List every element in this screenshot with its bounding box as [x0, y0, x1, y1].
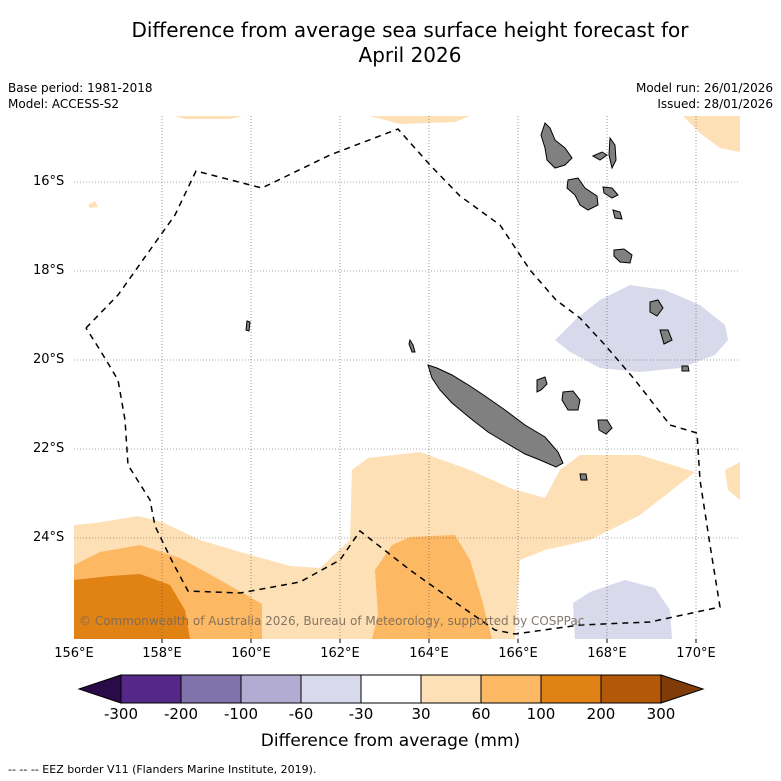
anomaly-region-neg30-60	[555, 285, 728, 372]
eez-footnote: -- -- -- EEZ border V11 (Flanders Marine…	[8, 763, 317, 776]
meta-right: Model run: 26/01/2026 Issued: 28/01/2026	[636, 80, 773, 112]
colorbar-bin	[540, 674, 602, 704]
lat-label: 24°S	[33, 530, 65, 545]
new-caledonia-island	[427, 364, 564, 468]
anomaly-region-30-60	[370, 116, 470, 124]
vanuatu-island	[566, 177, 599, 211]
vanuatu-island	[540, 122, 573, 169]
anomaly-region-neg30-60	[573, 580, 672, 639]
colorbar-bin	[300, 674, 362, 704]
anomaly-region-30-60	[725, 462, 740, 500]
issued-date: Issued: 28/01/2026	[657, 97, 773, 111]
lon-label: 156°E	[54, 646, 94, 661]
lon-label: 166°E	[498, 646, 538, 661]
colorbar-tick: -100	[223, 705, 259, 723]
island	[659, 329, 673, 345]
colorbar-extend-high	[660, 674, 705, 704]
model-name: Model: ACCESS-S2	[8, 97, 120, 111]
island	[245, 320, 251, 332]
anomaly-region-30-60	[683, 116, 740, 152]
title-line-2: April 2026	[358, 43, 462, 67]
lat-label: 22°S	[33, 441, 65, 456]
island	[649, 299, 664, 317]
loyalty-island	[561, 390, 581, 411]
colorbar-bin	[480, 674, 542, 704]
loyalty-island	[536, 376, 548, 393]
colorbar-bin	[360, 674, 422, 704]
colorbar-bin	[600, 674, 662, 704]
loyalty-island	[597, 419, 613, 435]
meta-left: Base period: 1981-2018 Model: ACCESS-S2	[8, 80, 153, 112]
title-line-1: Difference from average sea surface heig…	[131, 18, 689, 42]
vanuatu-island	[602, 186, 619, 199]
lon-label: 168°E	[587, 646, 627, 661]
colorbar-tick: 100	[526, 705, 556, 723]
colorbar-tick: 300	[646, 705, 676, 723]
island	[579, 473, 588, 481]
anomaly-region-30-60	[175, 116, 242, 119]
lon-label: 162°E	[320, 646, 360, 661]
vanuatu-island	[612, 209, 623, 220]
lat-label: 20°S	[33, 352, 65, 367]
lat-label: 16°S	[33, 174, 65, 189]
vanuatu-island	[608, 136, 617, 170]
lon-label: 158°E	[142, 646, 182, 661]
lon-label: 170°E	[676, 646, 716, 661]
chart-title: Difference from average sea surface heig…	[60, 18, 760, 68]
colorbar-tick: 30	[411, 705, 431, 723]
colorbar	[77, 674, 705, 704]
colorbar-tick: -200	[163, 705, 199, 723]
colorbar-bin	[240, 674, 302, 704]
anomaly-region-100-200	[74, 574, 190, 639]
anomaly-field	[74, 116, 740, 639]
lat-label: 18°S	[33, 263, 65, 278]
vanuatu-island	[613, 248, 633, 264]
vanuatu-island	[591, 151, 608, 161]
model-run: Model run: 26/01/2026	[635, 81, 773, 95]
graticule	[74, 116, 740, 639]
colorbar-tick: 200	[586, 705, 616, 723]
copyright-notice: © Commonwealth of Australia 2026, Bureau…	[79, 614, 585, 628]
lon-label: 164°E	[409, 646, 449, 661]
colorbar-tick: -60	[288, 705, 314, 723]
base-period: Base period: 1981-2018	[8, 81, 153, 95]
colorbar-tick: 60	[471, 705, 491, 723]
colorbar-bin	[420, 674, 482, 704]
colorbar-bin	[120, 674, 182, 704]
colorbar-bin	[180, 674, 242, 704]
axis-ticks	[161, 639, 697, 643]
colorbar-tick: -30	[348, 705, 374, 723]
lon-label: 160°E	[231, 646, 271, 661]
anomaly-region-30-60	[88, 201, 98, 208]
colorbar-tick: -300	[103, 705, 139, 723]
island	[408, 338, 416, 353]
colorbar-title: Difference from average (mm)	[260, 731, 521, 751]
island	[681, 365, 690, 372]
colorbar-extend-low	[77, 674, 122, 704]
anomaly-region-60-100	[372, 535, 492, 639]
